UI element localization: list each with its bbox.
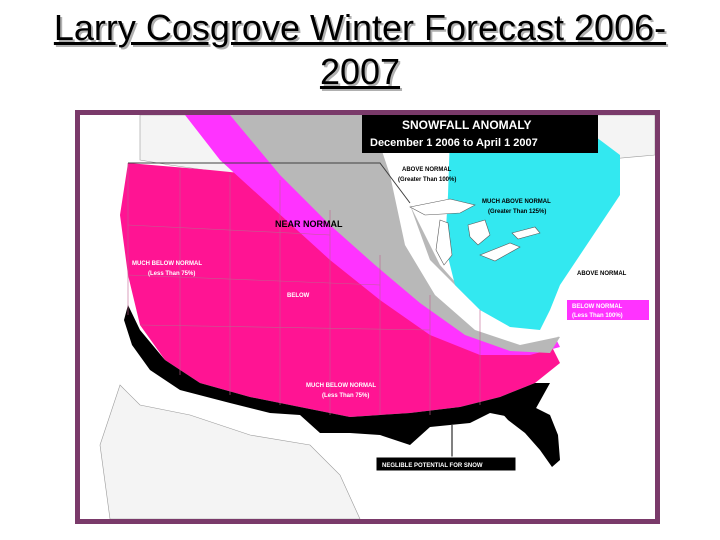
- label-below-normal-east: BELOW NORMAL: [572, 304, 623, 310]
- label-much-above: MUCH ABOVE NORMAL: [482, 199, 551, 205]
- slide-title-line-2: 2007: [319, 51, 401, 92]
- map-header-box: [362, 115, 598, 153]
- snowfall-anomaly-map: SNOWFALL ANOMALY December 1 2006 to Apri…: [75, 110, 660, 524]
- label-above-normal-east: ABOVE NORMAL: [577, 271, 627, 277]
- label-negligible: NEGLIBLE POTENTIAL FOR SNOW: [382, 463, 483, 469]
- zone-near-normal: [230, 115, 560, 353]
- label-below-normal-east-box: [567, 300, 649, 320]
- label-much-above-sub: (Greater Than 125%): [488, 209, 546, 215]
- label-much-below-south: MUCH BELOW NORMAL: [306, 383, 376, 389]
- label-above-normal: ABOVE NORMAL: [402, 167, 452, 173]
- label-much-below-south-sub: (Less Than 75%): [322, 393, 369, 399]
- map-header-line-1: SNOWFALL ANOMALY: [402, 118, 532, 132]
- label-below-normal-east-sub: (Less Than 100%): [572, 313, 623, 319]
- mexico-land: [99, 384, 361, 519]
- map-canvas: SNOWFALL ANOMALY December 1 2006 to Apri…: [80, 115, 655, 519]
- zone-negligible-snow: [124, 305, 550, 445]
- label-negligible-box: [375, 456, 517, 472]
- label-much-below-west: MUCH BELOW NORMAL: [132, 261, 202, 267]
- label-near-normal: NEAR NORMAL: [275, 219, 343, 229]
- label-below: BELOW: [287, 293, 310, 299]
- state-boundaries: [127, 163, 481, 415]
- zone-above-normal: [370, 115, 558, 345]
- florida-negligible: [500, 405, 560, 467]
- us-canada-border: [128, 162, 411, 204]
- map-header-line-2: December 1 2006 to April 1 2007: [370, 137, 538, 149]
- great-lakes: [409, 198, 541, 266]
- label-much-below-west-sub: (Less Than 75%): [148, 271, 195, 277]
- slide-title: Larry Cosgrove Winter Forecast 2006- 200…: [0, 6, 720, 94]
- label-above-normal-sub: (Greater Than 100%): [398, 177, 456, 183]
- slide-title-line-1: Larry Cosgrove Winter Forecast 2006-: [53, 7, 667, 48]
